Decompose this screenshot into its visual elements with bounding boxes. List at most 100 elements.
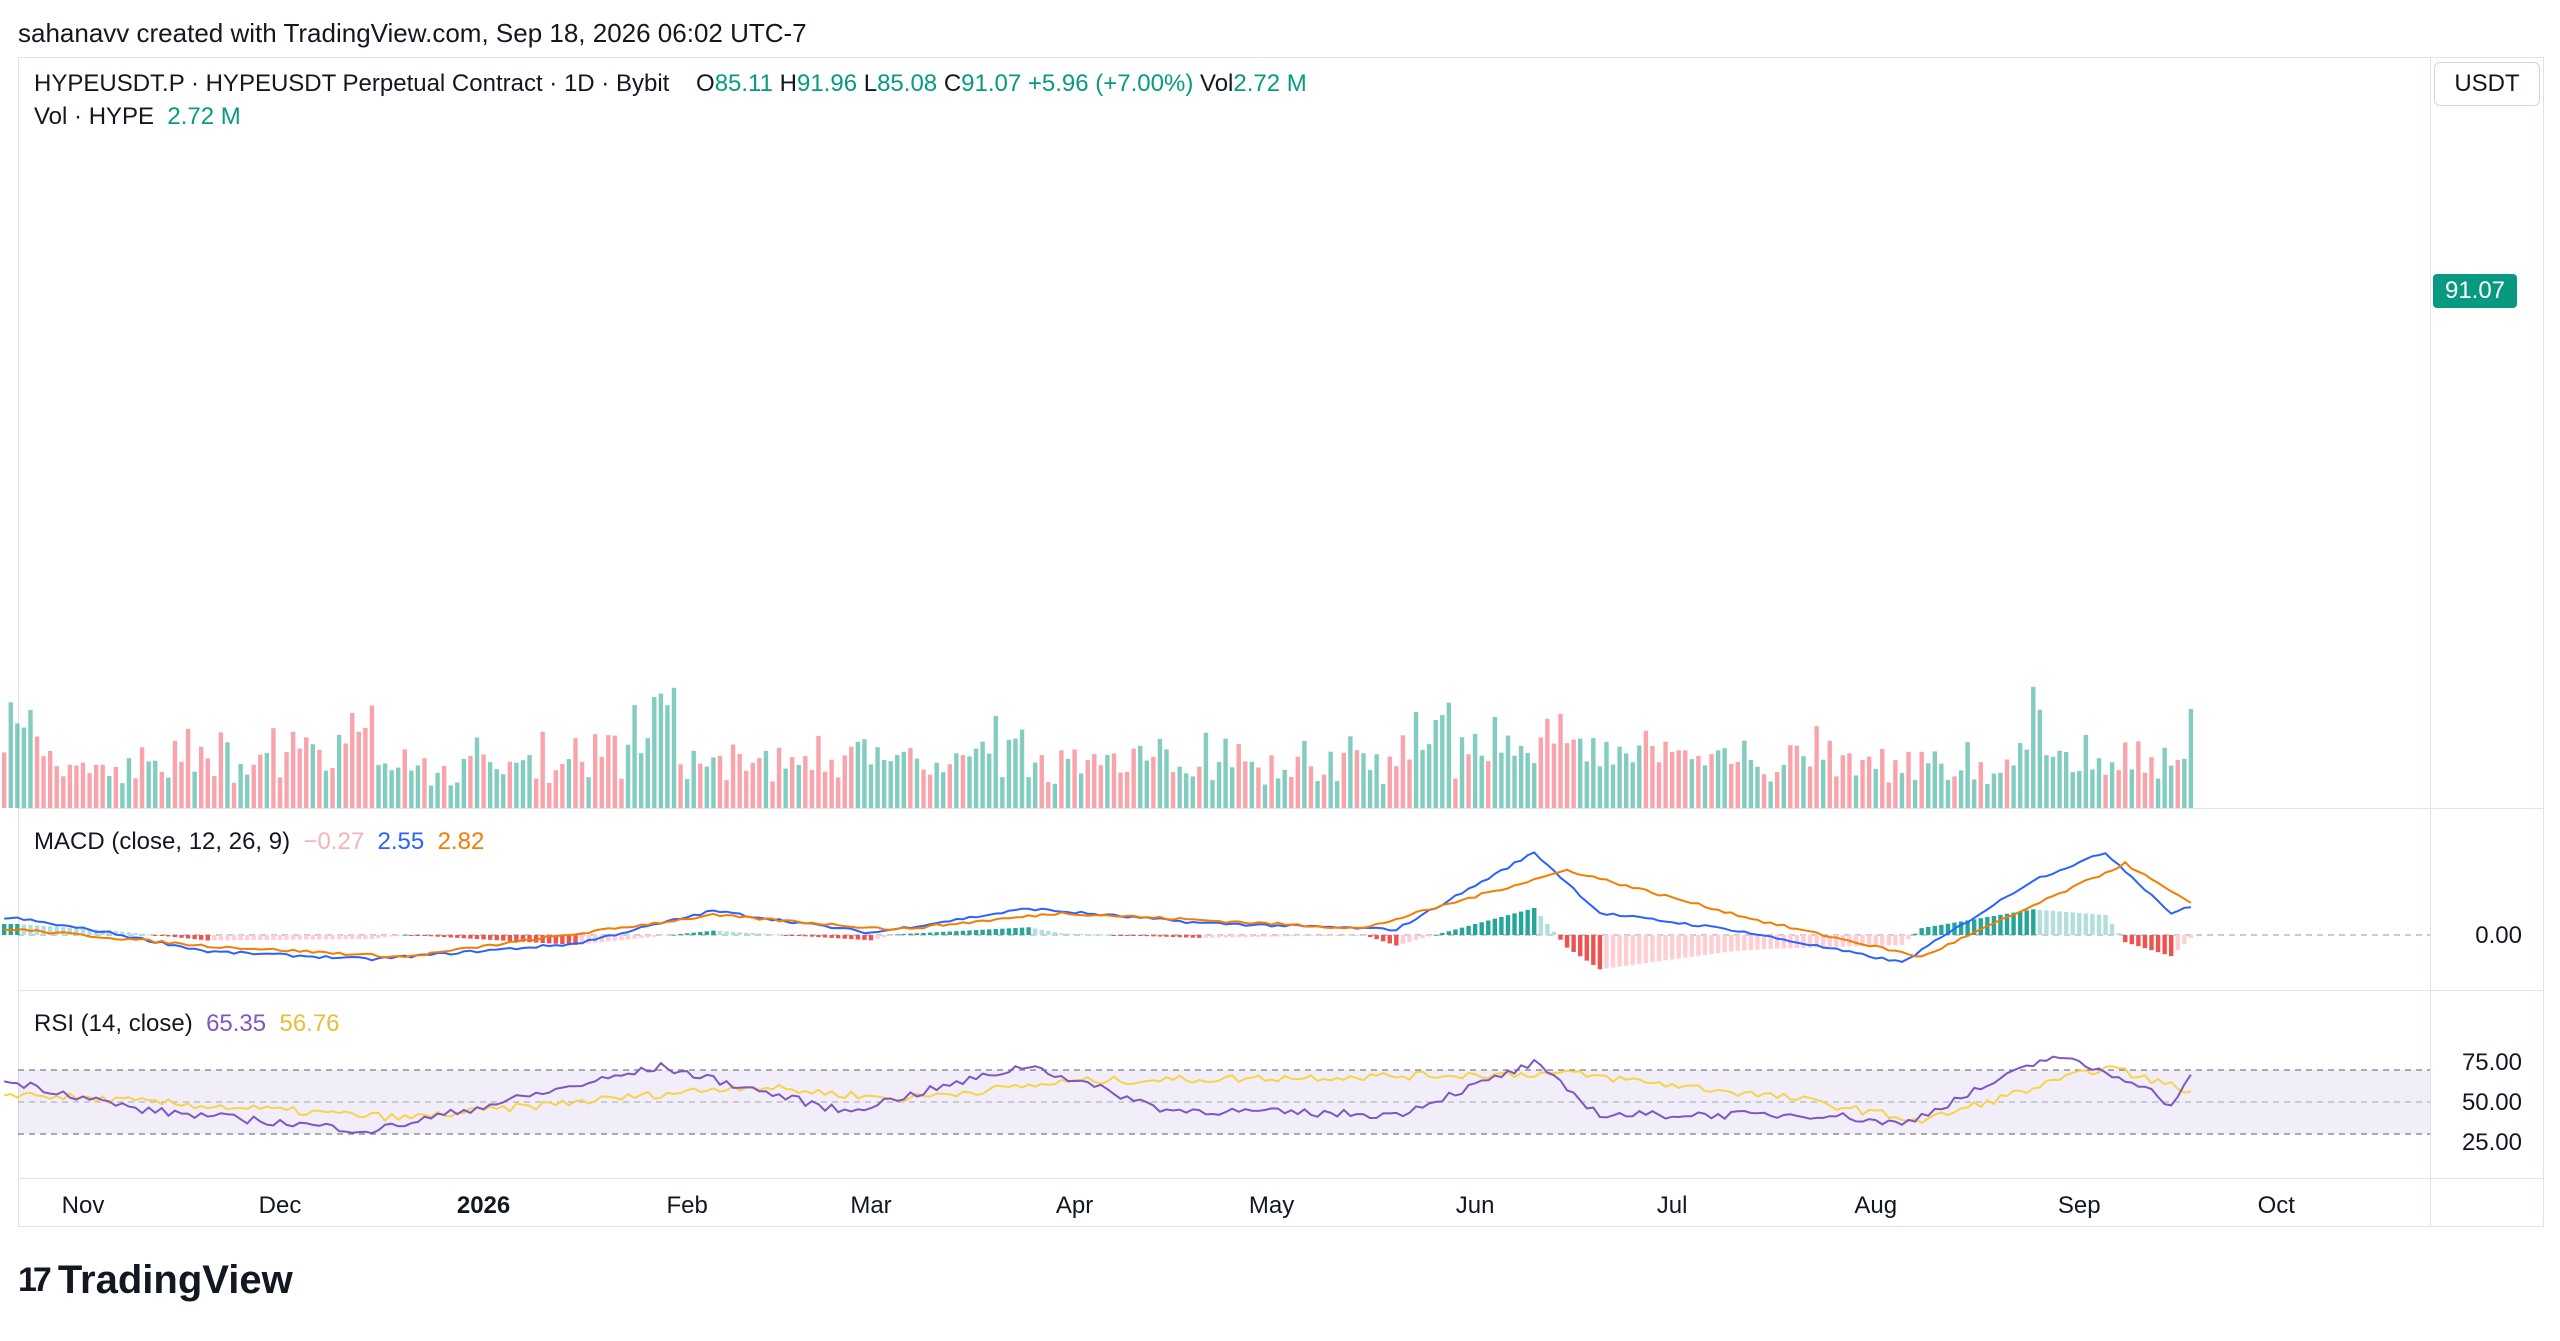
volume-bar [15,723,20,808]
volume-value: 2.72 M [1233,70,1307,97]
macd-hist-bar [1308,935,1314,936]
volume-bar [1492,716,1498,808]
macd-hist-bar [1551,931,1557,935]
macd-hist-bar [1899,935,1905,945]
volume-bar [1768,781,1773,808]
price-legend[interactable]: HYPEUSDT.P · HYPEUSDT Perpetual Contract… [34,70,1307,98]
volume-bar [1013,738,1018,808]
symbol-title[interactable]: HYPEUSDT.P · HYPEUSDT Perpetual Contract… [34,70,670,97]
macd-hist-bar [172,935,178,938]
volume-bar [1683,750,1688,808]
macd-hist-bar [2103,914,2108,935]
volume-bar [2103,774,2108,808]
macd-hist-bar [927,932,933,935]
volume-bar [350,713,355,808]
macd-hist-bar [382,935,388,938]
macd-hist-bar [1321,935,1327,936]
macd-hist-bar [1794,935,1800,949]
macd-hist-bar [1886,935,1892,946]
volume-bar [2024,749,2029,808]
macd-hist-bar [1243,935,1248,938]
volume-bar [1912,779,1918,808]
volume-bar [120,783,125,808]
macd-hist-bar [1453,929,1458,935]
macd-hist-bar [2182,935,2187,945]
volume-bar [199,746,204,808]
macd-hist-bar [74,928,79,935]
volume-bar [1026,777,1031,808]
volume-bar [2090,769,2095,808]
macd-hist-bar [750,933,755,935]
volume-bar [960,755,966,808]
volume-bar [1078,773,1084,808]
volume-bar [941,772,946,808]
volume-bar [724,780,729,808]
volume-bar [921,769,926,808]
macd-hist-bar [1387,935,1392,944]
volume-bar [1755,766,1760,808]
volume-bar [2077,770,2082,808]
macd-hist-bar [2142,935,2148,949]
rsi-legend[interactable]: RSI (14, close) 65.35 56.76 [34,1010,340,1038]
volume-bar [1761,774,1767,808]
volume-bar [297,748,302,808]
volume-bar [1302,740,1307,808]
macd-hist-bar [54,926,59,935]
high-label: H [779,70,797,97]
macd-hist-bar [1755,935,1760,950]
macd-legend[interactable]: MACD (close, 12, 26, 9) −0.27 2.55 2.82 [34,828,484,856]
macd-hist-bar [520,935,526,942]
macd-hist-bar [1499,916,1504,935]
volume-bar [698,763,703,808]
macd-hist-bar [671,934,677,936]
volume-bar [481,754,486,808]
volume-bar [1236,743,1241,808]
macd-hist-bar [730,931,736,935]
macd-hist-bar [993,929,998,935]
volume-bar [606,735,611,808]
macd-hist-bar [1742,935,1747,951]
macd-hist-bar [573,935,578,945]
volume-bar [1919,751,1924,808]
volume-bar [1748,760,1754,808]
macd-hist-bar [1722,935,1727,953]
volume-bar [1617,746,1622,808]
macd-hist-bar [1853,935,1859,947]
macd-hist-bar [1939,924,1944,935]
macd-hist-bar [1735,935,1740,951]
macd-hist-bar [1906,935,1911,940]
volume-bar [1893,760,1898,808]
volume-bar [1085,760,1090,808]
tradingview-brand[interactable]: 17 TradingView [18,1258,293,1303]
macd-hist-bar [501,935,506,941]
time-axis-separator [18,1178,2544,1179]
volume-bar [1072,749,1077,808]
macd-hist-bar [1203,935,1209,938]
macd-hist-bar [973,930,979,935]
volume-bar [671,687,677,808]
macd-hist-bar [1210,935,1215,938]
chart-frame[interactable] [18,57,2544,1227]
currency-selector[interactable]: USDT [2434,62,2540,106]
volume-bar [553,770,558,808]
volume-bar [1223,738,1228,808]
macd-hist-bar [28,924,33,935]
macd-hist-bar [1623,935,1629,966]
volume-bar [1729,763,1734,808]
macd-hist-bar [356,935,361,940]
macd-hist-bar [120,931,125,935]
volume-bar [855,741,861,808]
volume-bar [1321,774,1327,808]
macd-hist-bar [1046,930,1051,935]
volume-bar [803,756,808,808]
volume-bar [1591,738,1596,808]
macd-hist-bar [1538,915,1543,935]
macd-hist-bar [1689,935,1695,957]
volume-legend[interactable]: Vol · HYPE 2.72 M [34,103,241,131]
macd-hist-bar [1085,934,1090,936]
macd-hist-bar [606,935,611,942]
macd-hist-bar [790,935,795,936]
macd-hist-bar [225,935,230,941]
macd-hist-bar [139,933,145,935]
